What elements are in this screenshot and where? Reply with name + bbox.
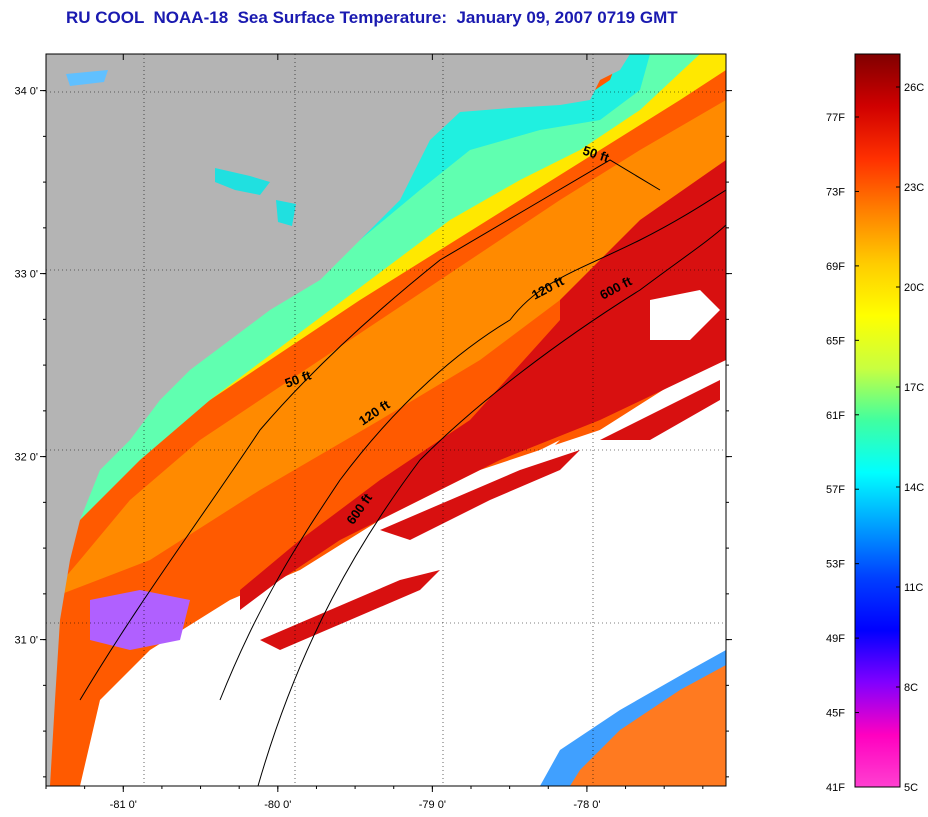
graticule — [46, 54, 726, 786]
land-mass — [46, 54, 630, 786]
colorbar-celsius-labels: 26C 23C 20C 17C 14C 11C 8C 5C — [896, 82, 924, 794]
y-tick-label: 32 0' — [14, 452, 38, 464]
colorbar-f-label: 77F — [826, 112, 845, 124]
sst-southeast-warm-patch — [560, 660, 726, 786]
sst-southeast-cool-fringe — [540, 650, 726, 786]
x-tick-label: -81 0' — [110, 799, 137, 811]
sst-gulf-stream-core — [240, 150, 726, 610]
inland-lake-3 — [66, 70, 108, 86]
colorbar-c-label: 11C — [904, 582, 923, 594]
isobath-contours — [79, 159, 726, 786]
sst-coastal-cold-patch — [90, 590, 190, 650]
colorbar-f-label: 73F — [826, 186, 845, 198]
y-tick-label: 31 0' — [14, 635, 38, 647]
colorbar-f-label: 57F — [826, 484, 845, 496]
colorbar-f-label: 61F — [826, 410, 845, 422]
contour-50ft — [79, 159, 661, 701]
colorbar-f-label: 65F — [826, 335, 845, 347]
inland-lake — [215, 168, 270, 195]
colorbar-c-label: 5C — [904, 782, 918, 794]
contour-120ft — [219, 189, 726, 701]
colorbar: 77F 73F 69F 65F 61F 57F 53F 49F 45F 41F 26C 23C 20C… — [826, 53, 924, 794]
map-panel — [46, 54, 726, 786]
colorbar-c-label: 8C — [904, 682, 918, 694]
colorbar-f-label: 45F — [826, 708, 845, 720]
contour-600ft — [257, 224, 726, 786]
map-frame — [45, 53, 727, 787]
sst-nearshore-cyan — [46, 54, 650, 520]
colorbar-c-label: 23C — [904, 182, 924, 194]
colorbar-c-label: 14C — [904, 482, 924, 494]
x-tick-label: -78 0' — [573, 799, 600, 811]
colorbar-c-label: 17C — [904, 382, 924, 394]
colorbar-f-label: 53F — [826, 559, 845, 571]
inland-lake-2 — [276, 200, 296, 226]
colorbar-c-label: 20C — [904, 282, 924, 294]
x-tick-label: -79 0' — [419, 799, 446, 811]
colorbar-fahrenheit-labels: 77F 73F 69F 65F 61F 57F 53F 49F 45F 41F — [826, 112, 859, 794]
colorbar-f-label: 69F — [826, 261, 845, 273]
colorbar-f-label: 49F — [826, 633, 845, 645]
sst-yellow-band — [46, 54, 726, 600]
y-tick-label: 34 0' — [14, 86, 38, 98]
cloud-edge-warm-streaks — [260, 380, 720, 650]
sst-orange-band — [46, 100, 726, 786]
colorbar-scale — [854, 53, 901, 788]
y-tick-label: 33 0' — [14, 269, 38, 281]
map-title: RU COOL NOAA-18 Sea Surface Temperature:… — [66, 8, 678, 27]
x-axis: -81 0' -80 0' -79 0' -78 0' — [45, 54, 704, 811]
colorbar-f-label: 41F — [826, 782, 845, 794]
sst-shelf-water — [46, 54, 700, 560]
colorbar-c-label: 26C — [904, 82, 924, 94]
y-axis: 34 0' 33 0' 32 0' 31 0' — [14, 86, 732, 778]
x-tick-label: -80 0' — [264, 799, 291, 811]
